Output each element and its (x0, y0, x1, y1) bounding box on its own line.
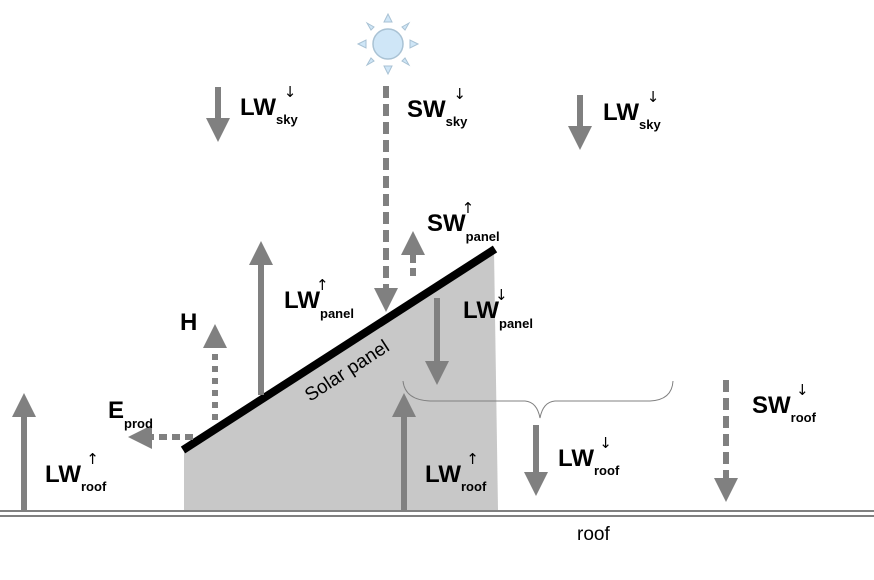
label-lw-roof-right: LWroof↓ (558, 434, 620, 478)
label-lw-sky-right: LWsky↓ (603, 88, 661, 132)
solar-panel (180, 245, 498, 454)
sun-icon (356, 12, 420, 76)
label-e-prod: Eprod (108, 397, 153, 431)
label-h: H (180, 309, 197, 336)
ground-label: roof (577, 524, 610, 545)
label-sw-sky: SWsky↓ (407, 85, 468, 129)
label-lw-panel-down: LWpanel↓ (463, 286, 533, 331)
brace (402, 380, 674, 419)
label-lw-roof-left: LWroof↑ (45, 450, 107, 494)
label-sw-roof: SWroof↓ (752, 381, 817, 425)
label-sw-panel: SWpanel↑ (427, 199, 500, 244)
label-lw-sky-left: LWsky↓ (240, 83, 298, 127)
label-lw-roof-mid: LWroof↑ (425, 450, 487, 494)
label-lw-panel-up: LWpanel↑ (284, 276, 354, 321)
panel-support (184, 250, 498, 510)
